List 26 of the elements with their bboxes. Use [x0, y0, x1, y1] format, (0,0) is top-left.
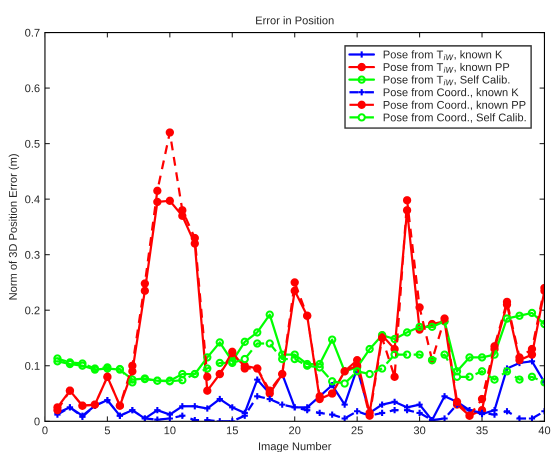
y-tick-label: 0.5	[25, 140, 40, 148]
x-tick-label: 40	[538, 426, 550, 434]
x-tick-label: 5	[104, 426, 110, 434]
y-tick-label: 0.6	[25, 84, 40, 92]
x-tick-label: 35	[476, 426, 488, 434]
y-axis-title: Norm of 3D Position Error (m)	[8, 154, 20, 300]
chart-title: Error in Position	[256, 16, 334, 24]
x-tick-label: 10	[164, 426, 176, 434]
x-tick-label: 15	[226, 426, 238, 434]
legend-label: Pose from T$_{iW}$, known PP	[384, 62, 510, 73]
y-tick-label: 0.7	[25, 28, 40, 37]
x-tick-label: 30	[414, 426, 426, 434]
x-tick-label: 20	[289, 426, 300, 434]
y-tick-label: 0.1	[25, 362, 40, 370]
legend-label: Pose from T$_{iW}$, known K	[384, 50, 502, 60]
y-tick-label: 0.2	[25, 306, 40, 314]
legend-label: Pose from Coord., known K	[384, 88, 519, 98]
x-tick-label: 25	[352, 426, 363, 434]
y-tick-label: 0	[34, 418, 40, 426]
x-axis-title: Image Number	[258, 442, 332, 452]
legend-label: Pose from Coord., Self Calib.	[384, 113, 526, 123]
legend-label: Pose from T$_{iW}$, Self Calib.	[384, 75, 510, 86]
y-tick-label: 0.3	[25, 250, 40, 259]
legend-label: Pose from Coord., known PP	[384, 100, 526, 110]
x-tick-label: 0	[42, 426, 48, 434]
y-tick-label: 0.4	[25, 195, 40, 204]
